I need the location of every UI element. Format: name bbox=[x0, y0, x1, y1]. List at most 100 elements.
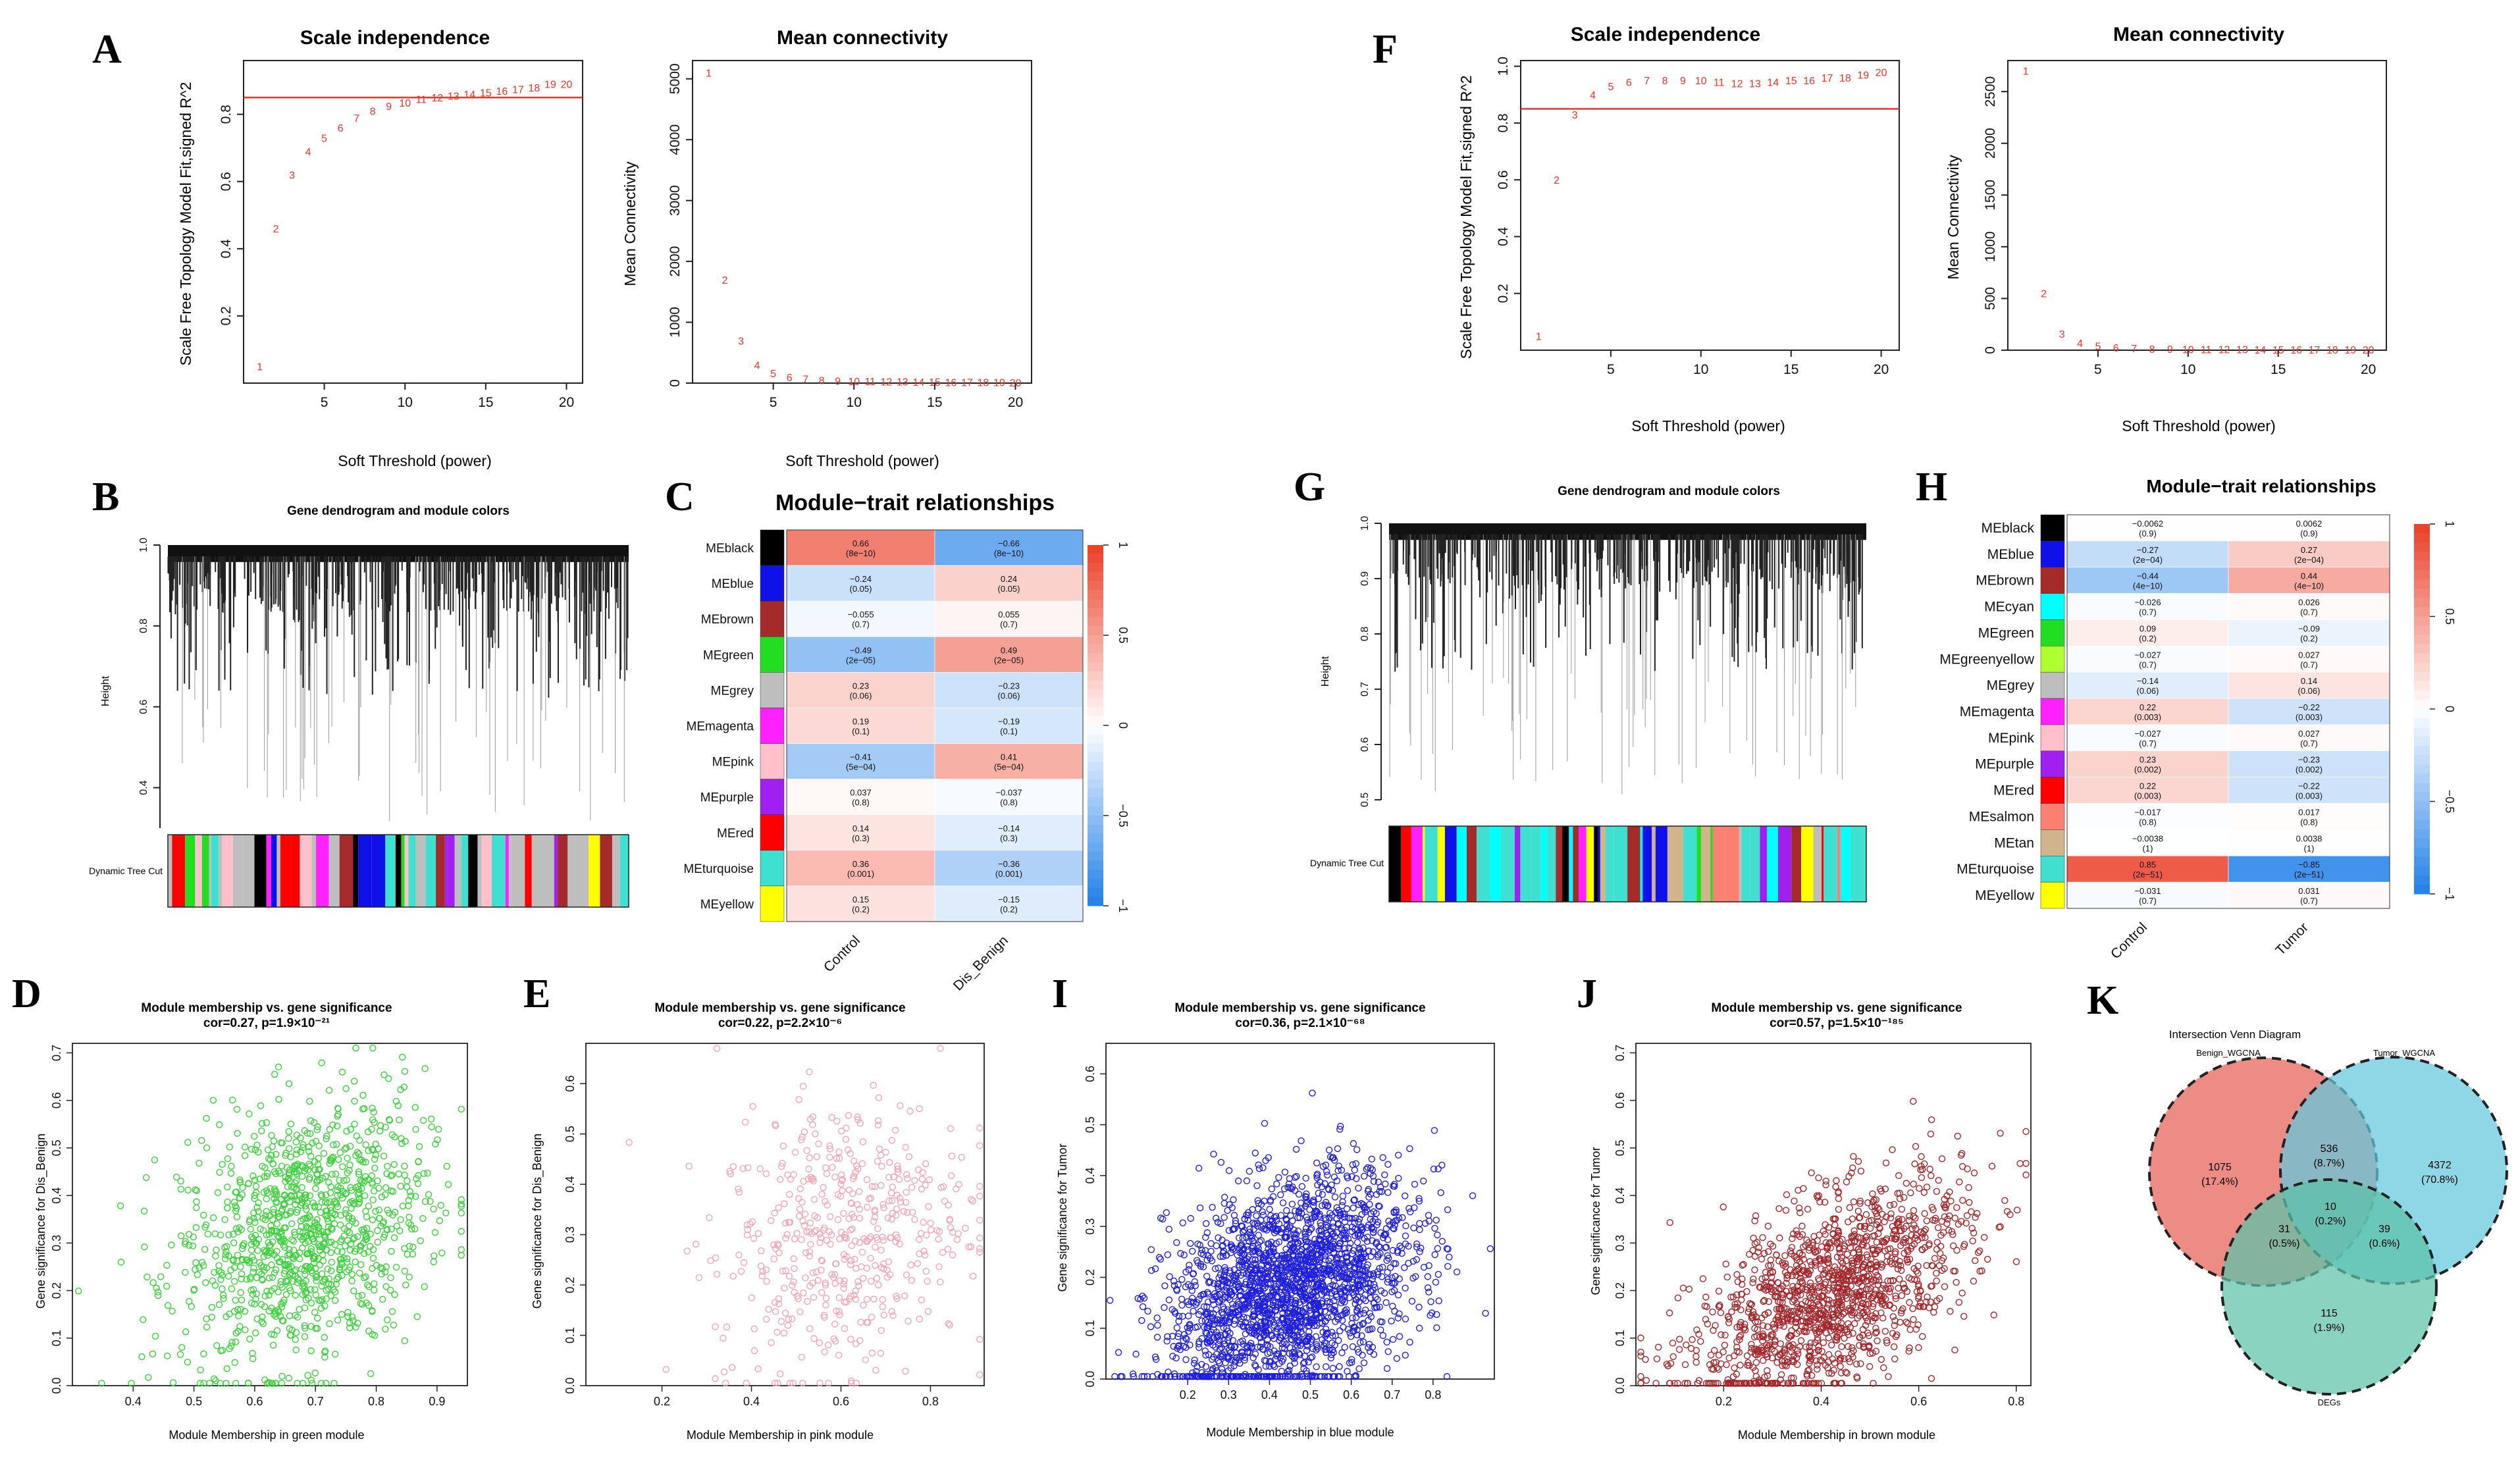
A-left-title: Scale independence bbox=[300, 27, 490, 49]
D-point bbox=[265, 1155, 273, 1162]
D-point bbox=[306, 1249, 313, 1257]
D-point bbox=[301, 1304, 309, 1311]
E-point bbox=[947, 1172, 955, 1180]
D-point bbox=[350, 1287, 357, 1295]
C-legend-step bbox=[1088, 770, 1103, 780]
D-point bbox=[251, 1218, 259, 1226]
D-point bbox=[398, 1139, 406, 1147]
H-cell bbox=[2228, 593, 2390, 620]
D-point bbox=[224, 1204, 231, 1212]
I-point bbox=[1188, 1298, 1195, 1306]
C-legend-step bbox=[1088, 797, 1103, 807]
A-right-point: 17 bbox=[961, 378, 973, 389]
I-point bbox=[1358, 1332, 1365, 1340]
I-point bbox=[1164, 1333, 1171, 1340]
D-point bbox=[325, 1087, 333, 1094]
H-col-label: Tumor bbox=[2272, 920, 2311, 958]
H-cell-pvalue: (2e−04) bbox=[2133, 555, 2163, 565]
I-point bbox=[1355, 1365, 1363, 1372]
E-point bbox=[907, 1261, 915, 1268]
E-point bbox=[762, 1170, 770, 1178]
E-point bbox=[772, 1245, 779, 1253]
D-point bbox=[301, 1324, 309, 1332]
D-point bbox=[314, 1315, 321, 1322]
D-point bbox=[256, 1175, 263, 1183]
D-point bbox=[253, 1213, 261, 1220]
I-ylabel: Gene significance for Tumor bbox=[1056, 1143, 1069, 1292]
E-point bbox=[791, 1236, 799, 1243]
I-point bbox=[1325, 1262, 1333, 1269]
I-point bbox=[1220, 1305, 1228, 1313]
I-point bbox=[1308, 1251, 1316, 1259]
D-point bbox=[233, 1213, 241, 1220]
D-point bbox=[164, 1352, 171, 1360]
D-point bbox=[140, 1207, 148, 1214]
I-point bbox=[1237, 1292, 1245, 1299]
F-right-xtick-label: 15 bbox=[2271, 362, 2286, 377]
I-point bbox=[1250, 1247, 1258, 1255]
E-point bbox=[831, 1280, 839, 1287]
I-point bbox=[1326, 1285, 1334, 1292]
B-ytick-label: 0.8 bbox=[138, 619, 149, 633]
D-point bbox=[259, 1227, 267, 1234]
D-point bbox=[292, 1201, 299, 1209]
F-left-xlabel: Soft Threshold (power) bbox=[1631, 417, 1785, 434]
D-point bbox=[309, 1255, 317, 1263]
E-point bbox=[945, 1320, 952, 1328]
E-point bbox=[720, 1368, 728, 1376]
D-point bbox=[216, 1121, 223, 1128]
H-cell-value: 0.14 bbox=[2301, 676, 2317, 686]
I-point bbox=[1301, 1230, 1309, 1238]
D-point bbox=[292, 1138, 300, 1146]
F-right-point: 9 bbox=[2167, 344, 2173, 355]
E-point bbox=[903, 1189, 910, 1196]
E-point bbox=[848, 1379, 855, 1387]
E-point bbox=[852, 1287, 859, 1295]
D-point bbox=[344, 1309, 352, 1317]
I-point bbox=[1353, 1331, 1361, 1339]
A-left-point: 7 bbox=[354, 113, 359, 124]
I-point bbox=[1392, 1217, 1400, 1224]
E-point bbox=[922, 1182, 929, 1189]
C-cell-value: −0.055 bbox=[847, 610, 874, 619]
G-module-strip bbox=[1655, 826, 1667, 902]
I-point bbox=[1395, 1174, 1402, 1182]
D-point bbox=[380, 1153, 388, 1160]
D-point bbox=[400, 1083, 408, 1091]
D-point bbox=[361, 1177, 369, 1185]
D-point bbox=[182, 1238, 190, 1245]
E-point bbox=[822, 1301, 829, 1309]
I-point bbox=[1444, 1263, 1452, 1270]
E-point bbox=[806, 1228, 813, 1236]
E-point bbox=[939, 1249, 947, 1256]
B-module-strip bbox=[415, 835, 426, 907]
E-point bbox=[744, 1226, 751, 1234]
I-point bbox=[1240, 1228, 1247, 1236]
A-right-point: 7 bbox=[802, 375, 808, 386]
I-point bbox=[1302, 1174, 1309, 1182]
A-right-point: 1 bbox=[706, 68, 712, 79]
B-module-strip bbox=[222, 835, 229, 907]
E-point bbox=[768, 1339, 775, 1346]
E-point bbox=[976, 1245, 984, 1253]
E-point bbox=[976, 1216, 984, 1224]
E-point bbox=[860, 1301, 867, 1309]
E-point bbox=[772, 1122, 779, 1130]
E-point bbox=[880, 1204, 887, 1212]
D-point bbox=[138, 1353, 145, 1361]
F-left-point: 9 bbox=[1680, 76, 1686, 87]
I-point bbox=[1196, 1204, 1204, 1212]
I-point bbox=[1294, 1372, 1301, 1380]
D-point bbox=[404, 1251, 411, 1258]
I-point bbox=[1325, 1146, 1333, 1154]
D-point bbox=[213, 1246, 220, 1254]
D-point bbox=[192, 1259, 199, 1266]
D-point bbox=[213, 1342, 221, 1349]
I-point bbox=[1288, 1201, 1296, 1208]
D-point bbox=[203, 1144, 211, 1151]
I-point bbox=[1178, 1295, 1186, 1303]
E-point bbox=[756, 1165, 764, 1172]
D-point bbox=[324, 1214, 331, 1222]
D-point bbox=[430, 1205, 437, 1213]
